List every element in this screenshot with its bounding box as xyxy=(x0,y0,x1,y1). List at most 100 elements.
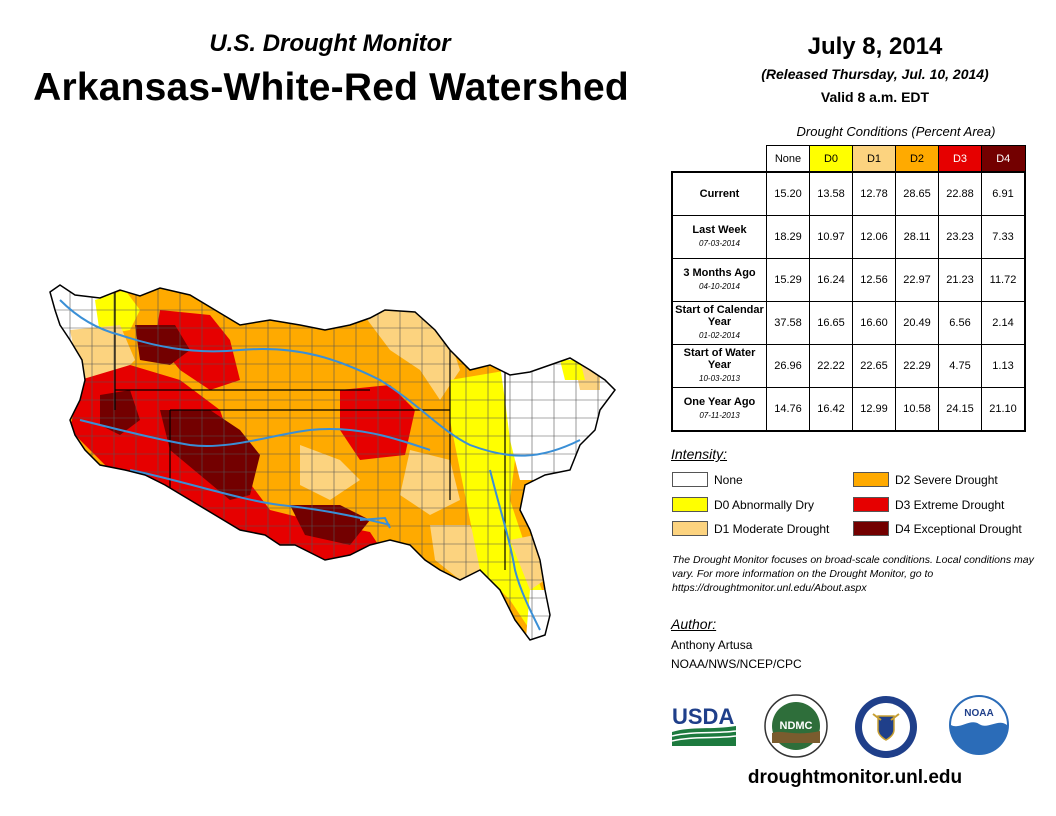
table-cell: 12.56 xyxy=(852,258,896,302)
website-link[interactable]: droughtmonitor.unl.edu xyxy=(747,767,963,788)
legend-item: D2 Severe Drought xyxy=(853,472,998,487)
row-label-text: 3 Months Ago xyxy=(683,267,756,279)
table-cell: 11.72 xyxy=(981,258,1026,302)
table-cell: 26.96 xyxy=(766,344,810,388)
table-cell: 12.06 xyxy=(852,215,896,259)
table-cell: 20.49 xyxy=(895,301,939,345)
column-header: D4 xyxy=(981,145,1026,173)
table-cell: 10.58 xyxy=(895,387,939,432)
legend-item: D0 Abnormally Dry xyxy=(672,497,814,512)
legend-item: None xyxy=(672,472,743,487)
table-cell: 22.88 xyxy=(938,171,982,216)
table-cell: 16.42 xyxy=(809,387,853,432)
table-row: 3 Months Ago 04-10-2014 15.29 16.24 12.56 22.… xyxy=(671,258,1026,302)
table-cell: 13.58 xyxy=(809,171,853,216)
table-row: Last Week 07-03-2014 18.29 10.97 12.06 28.11 2… xyxy=(671,215,1026,259)
d4-area-southwest xyxy=(100,390,140,435)
row-label-date: 04-10-2014 xyxy=(699,282,740,291)
legend-swatch xyxy=(853,497,889,512)
author-organization: NOAA/NWS/NCEP/CPC xyxy=(671,657,802,671)
legend-label: D2 Severe Drought xyxy=(895,472,998,487)
table-cell: 21.10 xyxy=(981,387,1026,432)
table-cell: 22.65 xyxy=(852,344,896,388)
table-cell: 18.29 xyxy=(766,215,810,259)
watershed-outline xyxy=(49,284,616,641)
row-label: 3 Months Ago 04-10-2014 xyxy=(671,258,767,302)
table-cell: 1.13 xyxy=(981,344,1026,388)
row-label: One Year Ago 07-11-2013 xyxy=(671,387,767,432)
drought-conditions-table: None D0 D1 D2 D3 D4 Current 15.20 13.58 12.78 28.6… xyxy=(671,145,1026,432)
table-cell: 6.56 xyxy=(938,301,982,345)
row-label-date: 10-03-2013 xyxy=(699,374,740,383)
d0-area-northeast xyxy=(560,360,585,380)
table-cell: 12.78 xyxy=(852,171,896,216)
row-label-text: Start of Calendar Year xyxy=(675,304,764,328)
state-lines xyxy=(114,285,506,570)
table-cell: 16.24 xyxy=(809,258,853,302)
row-label-text: Last Week xyxy=(692,224,747,236)
table-cell: 22.29 xyxy=(895,344,939,388)
table-cell: 16.65 xyxy=(809,301,853,345)
table-cell: 7.33 xyxy=(981,215,1026,259)
table-cell: 22.97 xyxy=(895,258,939,302)
valid-date: July 8, 2014 xyxy=(807,33,943,60)
d1-area-south-central xyxy=(300,445,360,500)
table-cell: 21.23 xyxy=(938,258,982,302)
legend-label: D3 Extreme Drought xyxy=(895,497,1005,512)
table-cell: 14.76 xyxy=(766,387,810,432)
watershed-map xyxy=(49,284,616,641)
ndmc-text: NDMC xyxy=(780,720,813,732)
row-label-text: Current xyxy=(699,188,740,200)
table-cell: 15.29 xyxy=(766,258,810,302)
county-grid xyxy=(50,285,615,640)
table-cell: 22.22 xyxy=(809,344,853,388)
author-heading: Author: xyxy=(671,616,717,632)
d1-area-kansas-east xyxy=(360,310,460,400)
usda-text: USDA xyxy=(672,704,734,729)
release-date: (Released Thursday, Jul. 10, 2014) xyxy=(761,66,989,82)
legend-label: D0 Abnormally Dry xyxy=(714,497,815,512)
legend-swatch xyxy=(672,497,708,512)
table-header-row: None D0 D1 D2 D3 D4 xyxy=(672,145,1026,173)
noaa-text: NOAA xyxy=(964,708,993,719)
column-header: D1 xyxy=(852,145,896,173)
d3-area-central xyxy=(340,385,415,460)
table-row: Current 15.20 13.58 12.78 28.65 22.88 6.91 xyxy=(671,171,1026,216)
doc-seal-logo xyxy=(855,696,917,758)
table-corner xyxy=(672,146,767,173)
table-cell: 12.99 xyxy=(852,387,896,432)
legend-swatch xyxy=(672,521,708,536)
table-row: Start of Water Year 10-03-2013 26.96 22.22 2… xyxy=(671,344,1026,388)
ndmc-logo: NDMC xyxy=(764,694,828,758)
row-label: Last Week 07-03-2014 xyxy=(671,215,767,259)
table-cell: 23.23 xyxy=(938,215,982,259)
legend-swatch xyxy=(853,472,889,487)
legend-swatch xyxy=(672,472,708,487)
legend-label: D4 Exceptional Drought xyxy=(895,521,1022,536)
legend-item: D1 Moderate Drought xyxy=(672,521,829,536)
usda-logo: USDA xyxy=(672,704,737,746)
row-label-date: 07-11-2013 xyxy=(699,411,740,420)
legend-swatch xyxy=(853,521,889,536)
d1-area-oklahoma-east xyxy=(400,450,460,515)
table-cell: 24.15 xyxy=(938,387,982,432)
author-name: Anthony Artusa xyxy=(671,638,753,652)
table-cell: 15.20 xyxy=(766,171,810,216)
disclaimer-note: The Drought Monitor focuses on broad-sca… xyxy=(672,554,1034,594)
row-label-text: Start of Water Year xyxy=(683,347,756,371)
noaa-logo: NOAA xyxy=(949,695,1009,755)
column-header: D3 xyxy=(938,145,982,173)
map-subtitle: U.S. Drought Monitor xyxy=(209,30,451,57)
valid-time: Valid 8 a.m. EDT xyxy=(820,89,930,105)
row-label-text: One Year Ago xyxy=(683,396,756,408)
d4-area-panhandle xyxy=(160,410,260,500)
table-cell: 10.97 xyxy=(809,215,853,259)
none-area-southeast xyxy=(525,590,560,640)
legend-label: D1 Moderate Drought xyxy=(714,521,830,536)
column-header: None xyxy=(766,145,810,173)
d4-area-north xyxy=(135,325,190,365)
legend-label: None xyxy=(714,472,743,487)
map-title: Arkansas-White-Red Watershed xyxy=(33,66,629,109)
table-row: Start of Calendar Year 01-02-2014 37.58 16.… xyxy=(671,301,1026,345)
table-cell: 16.60 xyxy=(852,301,896,345)
